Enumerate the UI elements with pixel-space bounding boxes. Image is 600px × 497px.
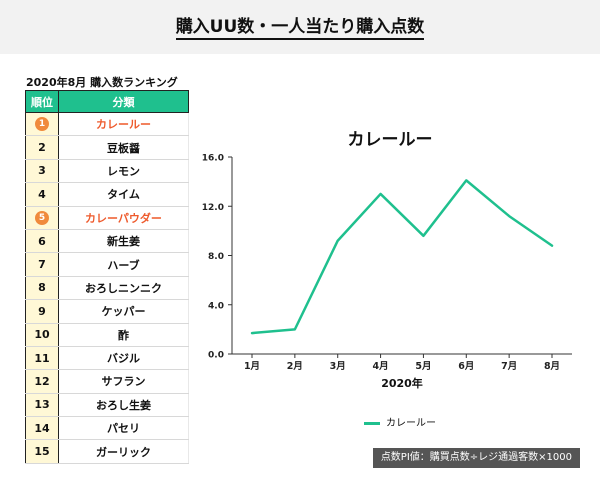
rank-badge: 5 <box>35 210 49 225</box>
category-name: ガーリック <box>58 439 189 464</box>
x-tick-label: 7月 <box>501 361 517 372</box>
rank-number: 9 <box>25 299 59 324</box>
y-tick-label: 4.0 <box>208 301 224 311</box>
ranking-row: 11 バジル <box>25 346 189 371</box>
category-name: カレールー <box>58 112 189 137</box>
category-name: サフラン <box>58 369 189 394</box>
x-tick-label: 1月 <box>244 361 260 372</box>
category-name: 新生姜 <box>58 229 189 254</box>
x-tick-label: 5月 <box>415 361 431 372</box>
series-line <box>250 179 554 335</box>
rank-number: 8 <box>25 276 59 301</box>
category-name: カレーパウダー <box>58 206 189 230</box>
page-title-text: 購入UU数・一人当たり購入点数 <box>175 17 425 40</box>
ranking-row: 9 ケッパー <box>25 299 189 324</box>
rank-number: 14 <box>25 416 59 441</box>
ranking-header-row: 順位 分類 <box>25 90 189 113</box>
rank-number: 2 <box>25 135 59 160</box>
ranking-row: 6 新生姜 <box>25 229 189 254</box>
category-name: レモン <box>58 159 189 184</box>
ranking-row: 8 おろしニンニク <box>25 276 189 301</box>
ranking-row: 14 パセリ <box>25 416 189 441</box>
x-tick-label: 4月 <box>373 361 389 372</box>
ranking-row: 10 酢 <box>25 323 189 347</box>
ranking-row: 5 カレーパウダー <box>25 206 189 230</box>
legend-swatch <box>364 421 380 425</box>
ranking-table: 順位 分類 1 カレールー 2 豆板醤 3 レモン 4 タイム 5 カレーパウダー 6 新生姜 7 ハーブ… <box>25 90 189 464</box>
x-tick-label: 8月 <box>544 361 560 372</box>
category-name: おろしニンニク <box>58 276 189 301</box>
rank-number: 3 <box>25 159 59 184</box>
rank-number: 1 <box>25 112 59 137</box>
x-tick-label: 2月 <box>287 361 303 372</box>
ranking-body: 1 カレールー 2 豆板醤 3 レモン 4 タイム 5 カレーパウダー 6 新生姜 7 ハーブ 8 おろしニン… <box>25 112 189 464</box>
ranking-row: 15 ガーリック <box>25 439 189 464</box>
x-tick-label: 6月 <box>458 361 474 372</box>
rank-badge: 1 <box>35 117 49 132</box>
category-name: バジル <box>58 346 189 371</box>
rank-number: 7 <box>25 252 59 277</box>
chart-title: カレールー <box>347 130 433 150</box>
rank-column-header: 順位 <box>25 90 59 113</box>
y-tick-label: 12.0 <box>202 203 224 213</box>
ranking-row: 2 豆板醤 <box>25 135 189 160</box>
ranking-row: 12 サフラン <box>25 369 189 394</box>
category-name: ケッパー <box>58 299 189 324</box>
ranking-row: 3 レモン <box>25 159 189 184</box>
ranking-caption: 2020年8月 購入数ランキング <box>26 76 178 89</box>
rank-number: 11 <box>25 346 59 371</box>
y-tick-label: 8.0 <box>208 252 224 262</box>
legend-label: カレールー <box>386 418 436 429</box>
rank-number: 4 <box>25 182 59 207</box>
category-column-header: 分類 <box>58 90 189 113</box>
rank-number: 6 <box>25 229 59 254</box>
rank-number: 5 <box>25 206 59 230</box>
ranking-row: 7 ハーブ <box>25 252 189 277</box>
x-axis-title: 2020年 <box>381 376 423 390</box>
header-bar: 購入UU数・一人当たり購入点数 <box>0 0 600 54</box>
category-name: パセリ <box>58 416 189 441</box>
page-title: 購入UU数・一人当たり購入点数 <box>0 12 600 40</box>
rank-number: 13 <box>25 393 59 418</box>
chart-legend: カレールー <box>364 414 436 429</box>
rank-number: 10 <box>25 323 59 347</box>
ranking-row: 1 カレールー <box>25 112 189 137</box>
y-tick-label: 16.0 <box>202 154 224 164</box>
ranking-row: 13 おろし生姜 <box>25 393 189 418</box>
rank-number: 15 <box>25 439 59 464</box>
ranking-row: 4 タイム <box>25 182 189 207</box>
category-name: 豆板醤 <box>58 135 189 160</box>
rank-number: 12 <box>25 369 59 394</box>
category-name: ハーブ <box>58 252 189 277</box>
category-name: タイム <box>58 182 189 207</box>
category-name: おろし生姜 <box>58 393 189 418</box>
y-tick-label: 0.0 <box>208 351 224 361</box>
category-name: 酢 <box>58 323 189 347</box>
footnote: 点数PI値：購買点数÷レジ通過客数×1000 <box>372 448 580 468</box>
x-tick-label: 3月 <box>330 361 346 372</box>
